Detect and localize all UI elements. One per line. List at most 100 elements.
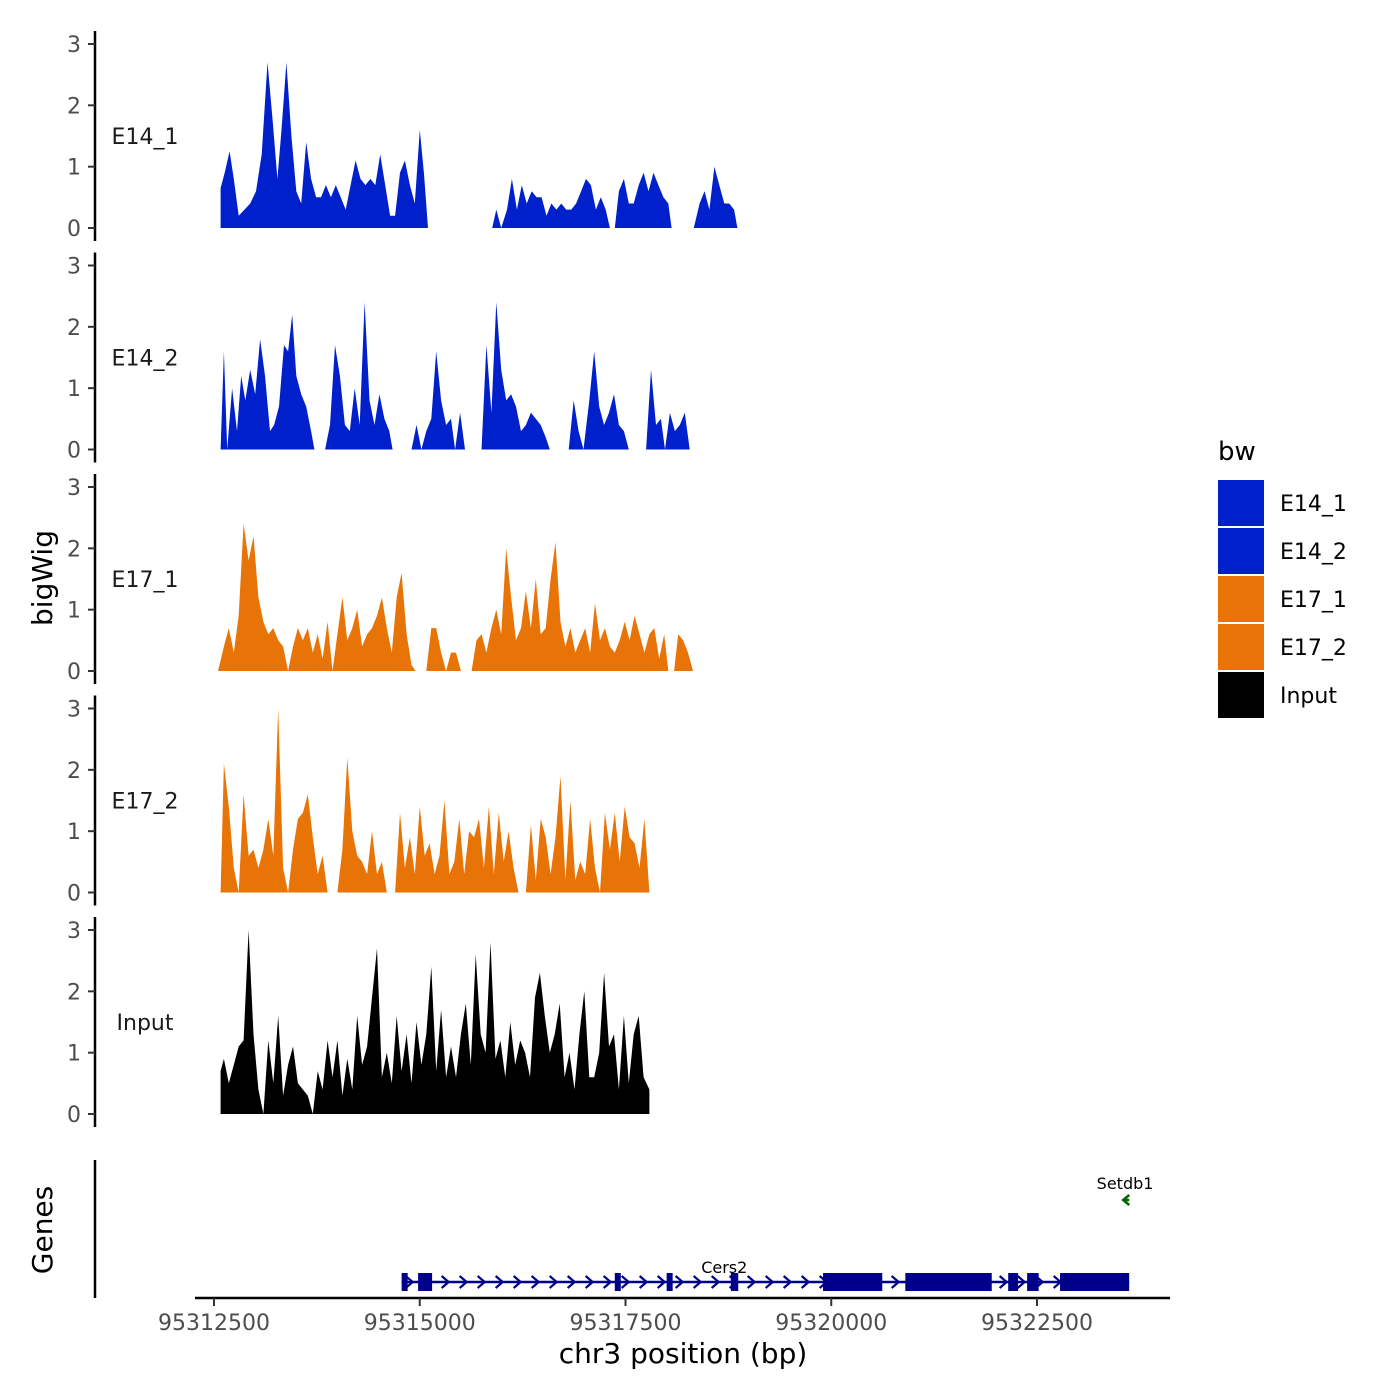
track-label: E14_1 [112, 125, 179, 150]
coverage-area-E14_1 [614, 172, 672, 228]
strand-arrow [440, 1275, 451, 1289]
gene-label: Cers2 [701, 1258, 747, 1277]
track-label: E14_2 [112, 347, 179, 372]
legend-label: E17_2 [1280, 636, 1347, 661]
legend-swatch-E14_2 [1218, 528, 1264, 574]
exon [1060, 1273, 1130, 1291]
exon [401, 1273, 408, 1291]
exon [614, 1273, 621, 1291]
coverage-area-E14_2 [481, 302, 550, 450]
strand-arrow [638, 1275, 649, 1289]
coverage-area-E14_2 [568, 351, 629, 450]
legend-label: E14_1 [1280, 492, 1347, 517]
y-tick-label: 1 [67, 599, 81, 624]
strand-arrow [890, 1275, 901, 1289]
y-tick-label: 3 [67, 919, 81, 944]
y-tick-label: 0 [67, 882, 81, 907]
strand-arrow [566, 1275, 577, 1289]
strand-arrow [512, 1275, 523, 1289]
y-tick-label: 2 [67, 759, 81, 784]
strand-arrow [764, 1275, 775, 1289]
legend-swatch-Input [1218, 672, 1264, 718]
coverage-area-E17_2 [395, 800, 519, 893]
legend-label: Input [1280, 684, 1337, 709]
legend-swatch-E17_1 [1218, 576, 1264, 622]
y-tick-label: 3 [67, 698, 81, 723]
coverage-area-E17_2 [525, 776, 650, 893]
gene-Cers2: Cers2 [401, 1258, 1130, 1291]
y-tick-label: 2 [67, 980, 81, 1005]
track-E14_1: 0 1 2 3 E14_1 [67, 31, 738, 242]
coverage-area-E14_2 [411, 351, 465, 450]
strand-arrow [1121, 1194, 1131, 1206]
strand-arrow [602, 1275, 613, 1289]
y-tick-label: 1 [67, 377, 81, 402]
coverage-area-E17_1 [218, 523, 416, 671]
exon [905, 1273, 992, 1291]
legend: bw E14_1 E14_2 E17_1 E17_2 Input [1218, 437, 1347, 718]
track-E17_2: 0 1 2 3 E17_2 [67, 695, 650, 907]
track-E17_1: 0 1 2 3 E17_1 [67, 474, 693, 685]
y-tick-label: 1 [67, 1042, 81, 1067]
y-tick-label: 0 [67, 660, 81, 685]
legend-swatch-E14_1 [1218, 480, 1264, 526]
strand-arrow [998, 1275, 1009, 1289]
exon [730, 1273, 739, 1291]
y-tick-label: 3 [67, 255, 81, 280]
coverage-area-E14_2 [325, 302, 393, 450]
strand-arrow [548, 1275, 559, 1289]
exon [666, 1273, 673, 1291]
x-axis: 95312500 95315000 95317500 95320000 95322500 [158, 1296, 1170, 1336]
strand-arrow [800, 1275, 811, 1289]
genes-axis-title: Genes [26, 1186, 59, 1274]
y-tick-label: 2 [67, 316, 81, 341]
coverage-area-E14_2 [220, 314, 315, 450]
track-label: E17_1 [112, 568, 179, 593]
track-label: Input [117, 1011, 174, 1036]
track-Input: 0 1 2 3 Input [67, 917, 650, 1128]
strand-arrow [584, 1275, 595, 1289]
y-tick-label: 1 [67, 156, 81, 181]
x-tick-label: 95322500 [981, 1311, 1093, 1336]
track-E14_2: 0 1 2 3 E14_2 [67, 252, 690, 464]
coverage-area-E17_2 [337, 757, 387, 893]
strand-arrow [782, 1275, 793, 1289]
coverage-area-E17_2 [220, 708, 328, 893]
coverage-area-Input [220, 930, 650, 1114]
coverage-area-E14_2 [646, 369, 690, 450]
y-tick-label: 3 [67, 33, 81, 58]
strand-arrow [476, 1275, 487, 1289]
strand-arrow [692, 1275, 703, 1289]
exon [823, 1273, 883, 1291]
strand-arrow [710, 1275, 721, 1289]
strand-arrow [530, 1275, 541, 1289]
strand-arrow [656, 1275, 667, 1289]
legend-swatch-E17_2 [1218, 624, 1264, 670]
strand-arrow [458, 1275, 469, 1289]
x-tick-label: 95320000 [775, 1311, 887, 1336]
y-tick-label: 2 [67, 537, 81, 562]
coverage-area-E14_1 [220, 62, 428, 229]
exon [1008, 1273, 1019, 1291]
strand-arrow [494, 1275, 505, 1289]
coverage-area-E14_1 [693, 166, 738, 228]
exon [1027, 1273, 1039, 1291]
coverage-area-E17_1 [426, 628, 461, 671]
strand-arrow [1016, 1275, 1027, 1289]
coverage-tracks: 0 1 2 3 E14_1 0 1 2 3 E14_2 0 1 2 3 E17_1 0 1 2 3 E17_2 0 1 2 3… [67, 31, 738, 1128]
exon [418, 1273, 433, 1291]
coverage-area-E17_1 [471, 542, 669, 671]
legend-title: bw [1218, 437, 1256, 467]
x-tick-label: 95315000 [364, 1311, 476, 1336]
strand-arrow [674, 1275, 685, 1289]
strand-arrow [404, 1275, 415, 1289]
gene-track: Cers2 Setdb1 [93, 1160, 1153, 1298]
strand-arrow [746, 1275, 757, 1289]
y-tick-label: 0 [67, 1103, 81, 1128]
legend-label: E14_2 [1280, 540, 1347, 565]
coverage-area-E17_1 [674, 634, 693, 671]
strand-arrow [620, 1275, 631, 1289]
y-tick-label: 3 [67, 476, 81, 501]
y-tick-label: 2 [67, 94, 81, 119]
